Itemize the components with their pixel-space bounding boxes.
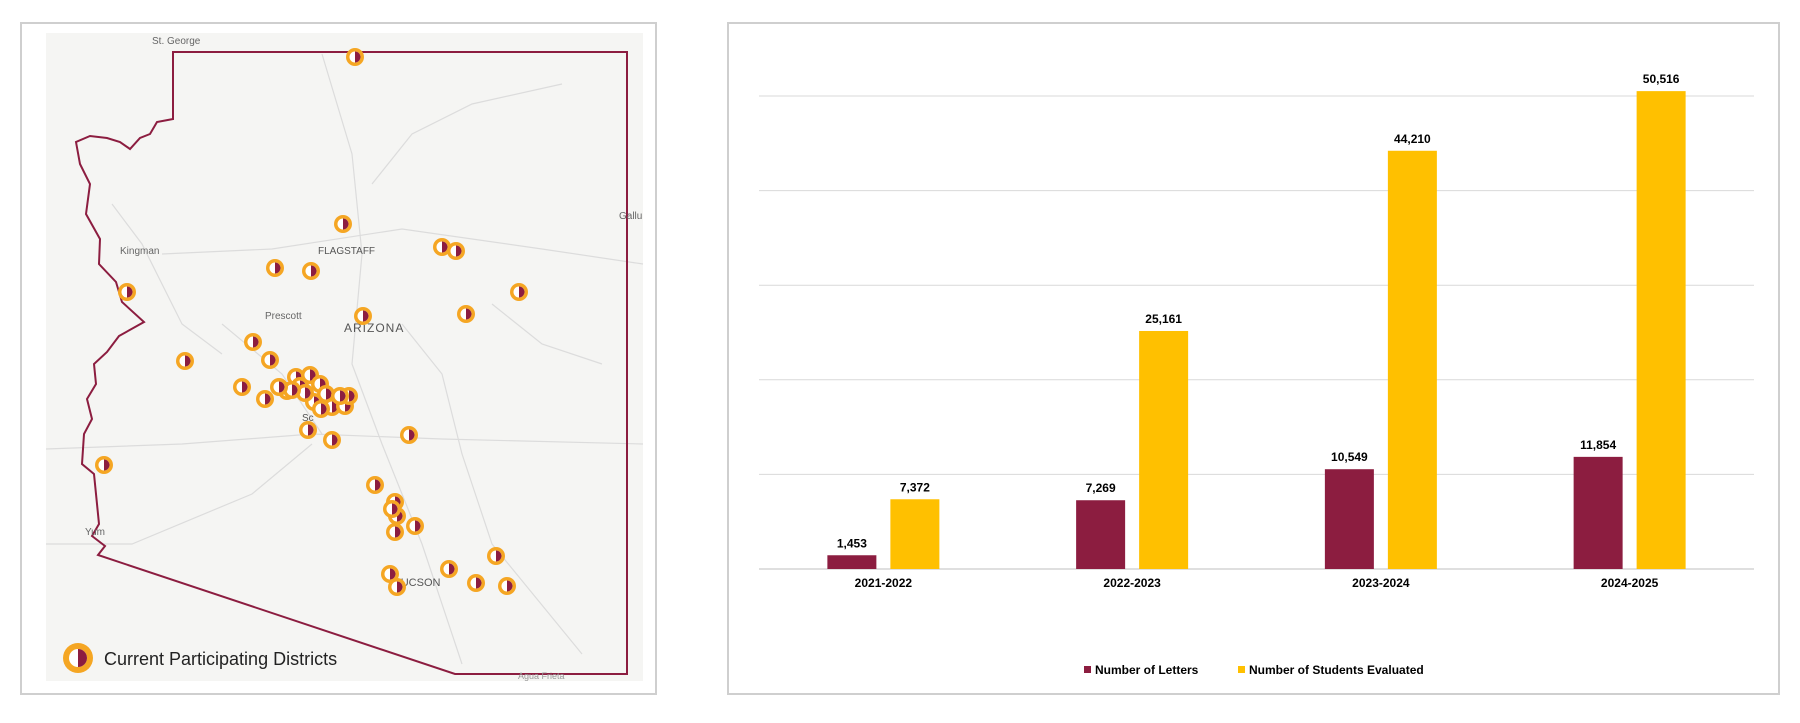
- data-label: 44,210: [1394, 132, 1431, 146]
- x-tick-label: 2023-2024: [1352, 576, 1410, 590]
- district-marker[interactable]: [354, 307, 372, 325]
- district-marker[interactable]: [366, 476, 384, 494]
- district-marker[interactable]: [447, 242, 465, 260]
- district-marker[interactable]: [283, 381, 301, 399]
- state-label: ARIZONA: [344, 321, 404, 335]
- data-label: 7,372: [900, 480, 930, 494]
- bar: [827, 555, 877, 569]
- city-label-scottsdale: Sc: [302, 413, 314, 424]
- data-label: 11,854: [1580, 438, 1616, 452]
- x-tick-label: 2022-2023: [1103, 576, 1161, 590]
- bars: [827, 91, 1686, 569]
- district-marker[interactable]: [118, 283, 136, 301]
- district-marker[interactable]: [433, 238, 451, 256]
- district-marker[interactable]: [256, 390, 274, 408]
- district-marker[interactable]: [95, 456, 113, 474]
- district-marker[interactable]: [406, 517, 424, 535]
- chart-panel: 1,453 7,372 7,269 25,161 10,549 44,210 11,854 5…: [727, 22, 1780, 695]
- bar: [1636, 91, 1686, 569]
- district-marker[interactable]: [312, 400, 330, 418]
- district-marker[interactable]: [176, 352, 194, 370]
- bar-labels: 1,453 7,372 7,269 25,161 10,549 44,210 11,854 5…: [837, 72, 1680, 550]
- data-label: 50,516: [1643, 72, 1680, 86]
- road-lines: [45, 53, 644, 665]
- district-marker[interactable]: [233, 378, 251, 396]
- city-label-kingman: Kingman: [120, 246, 159, 257]
- district-marker[interactable]: [334, 215, 352, 233]
- city-label-flagstaff: FLAGSTAFF: [318, 246, 375, 257]
- bar: [890, 499, 940, 569]
- bar: [1387, 150, 1437, 569]
- data-label: 25,161: [1145, 312, 1182, 326]
- data-label: 10,549: [1331, 450, 1368, 464]
- arizona-border: [74, 51, 628, 675]
- district-marker[interactable]: [487, 547, 505, 565]
- arizona-map: St. George Kingman FLAGSTAFF Prescott AR…: [45, 33, 644, 681]
- city-label-agua-prieta: Agua Frieta: [518, 671, 565, 681]
- map-background: [46, 33, 643, 681]
- district-marker[interactable]: [270, 378, 288, 396]
- map-legend: Current Participating Districts: [63, 643, 337, 673]
- bar: [1076, 500, 1126, 569]
- bar: [1573, 456, 1623, 569]
- legend-label-letters: Number of Letters: [1095, 663, 1199, 677]
- district-marker[interactable]: [244, 333, 262, 351]
- legend-label-students: Number of Students Evaluated: [1249, 663, 1424, 677]
- legend-swatch-letters: [1084, 666, 1091, 673]
- district-marker[interactable]: [498, 577, 516, 595]
- data-label: 1,453: [837, 536, 867, 550]
- x-tick-labels: 2021-2022 2022-2023 2023-2024 2024-2025: [855, 576, 1659, 590]
- district-marker[interactable]: [510, 283, 528, 301]
- district-marker[interactable]: [266, 259, 284, 277]
- district-marker[interactable]: [467, 574, 485, 592]
- district-markers: [95, 48, 528, 596]
- legend-label: Current Participating Districts: [104, 649, 337, 669]
- district-marker[interactable]: [440, 560, 458, 578]
- legend-swatch-students: [1238, 666, 1245, 673]
- district-marker[interactable]: [388, 578, 406, 596]
- map-panel: St. George Kingman FLAGSTAFF Prescott AR…: [20, 22, 657, 695]
- chart-legend: Number of Letters Number of Students Eva…: [1084, 663, 1424, 677]
- district-marker[interactable]: [261, 351, 279, 369]
- data-label: 7,269: [1086, 481, 1116, 495]
- district-marker[interactable]: [331, 387, 349, 405]
- city-label-st-george: St. George: [152, 36, 201, 47]
- city-label-prescott: Prescott: [265, 311, 302, 322]
- district-marker[interactable]: [457, 305, 475, 323]
- city-label-yuma: Yum: [85, 527, 105, 538]
- district-marker[interactable]: [323, 431, 341, 449]
- district-marker[interactable]: [302, 262, 320, 280]
- bar-chart: 1,453 7,372 7,269 25,161 10,549 44,210 11,854 5…: [759, 72, 1754, 677]
- district-marker[interactable]: [400, 426, 418, 444]
- district-marker[interactable]: [383, 500, 401, 518]
- bar: [1324, 469, 1374, 569]
- district-marker[interactable]: [346, 48, 364, 66]
- x-tick-label: 2021-2022: [855, 576, 913, 590]
- x-tick-label: 2024-2025: [1601, 576, 1659, 590]
- district-marker[interactable]: [386, 523, 404, 541]
- city-label-gallup: Gallu: [619, 211, 642, 222]
- bar: [1139, 330, 1189, 569]
- district-marker[interactable]: [299, 421, 317, 439]
